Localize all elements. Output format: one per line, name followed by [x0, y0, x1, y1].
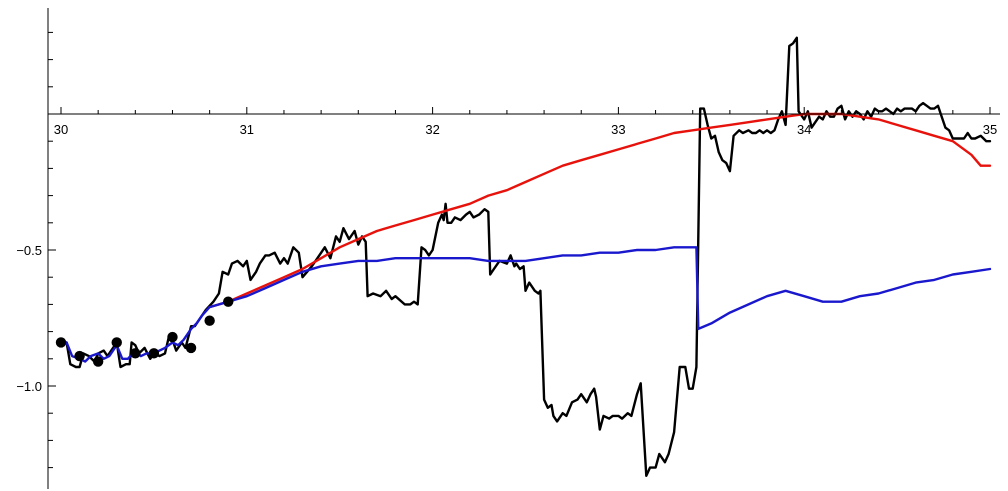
data-point-marker	[185, 342, 197, 354]
x-tick-label: 34	[797, 122, 811, 137]
x-tick-label: 30	[54, 122, 68, 137]
data-point-marker	[74, 350, 85, 362]
series-layer	[59, 36, 992, 477]
x-tick-label: 31	[240, 122, 254, 137]
data-point-marker	[148, 348, 160, 359]
data-point-marker	[55, 337, 67, 348]
x-tick-label: 35	[983, 122, 997, 137]
data-point-marker	[223, 296, 234, 307]
data-point-marker	[130, 348, 141, 359]
data-point-marker	[111, 337, 122, 348]
data-point-marker	[167, 331, 178, 343]
axis-layer	[47, 8, 1000, 489]
x-tick-label: 33	[611, 122, 625, 137]
series-red-line	[208, 112, 992, 309]
x-tick-label: 32	[425, 122, 439, 137]
marker-layer	[55, 296, 234, 367]
tick-layer: 30 31 32 33 34 35 −0.5 −1.0	[16, 31, 997, 469]
y-tick-label: −1.0	[16, 379, 42, 394]
data-point-marker	[204, 315, 215, 326]
data-point-marker	[92, 356, 104, 367]
series-black-line	[59, 36, 992, 477]
y-tick-label: −0.5	[16, 243, 42, 258]
series-blue-line	[59, 246, 992, 363]
